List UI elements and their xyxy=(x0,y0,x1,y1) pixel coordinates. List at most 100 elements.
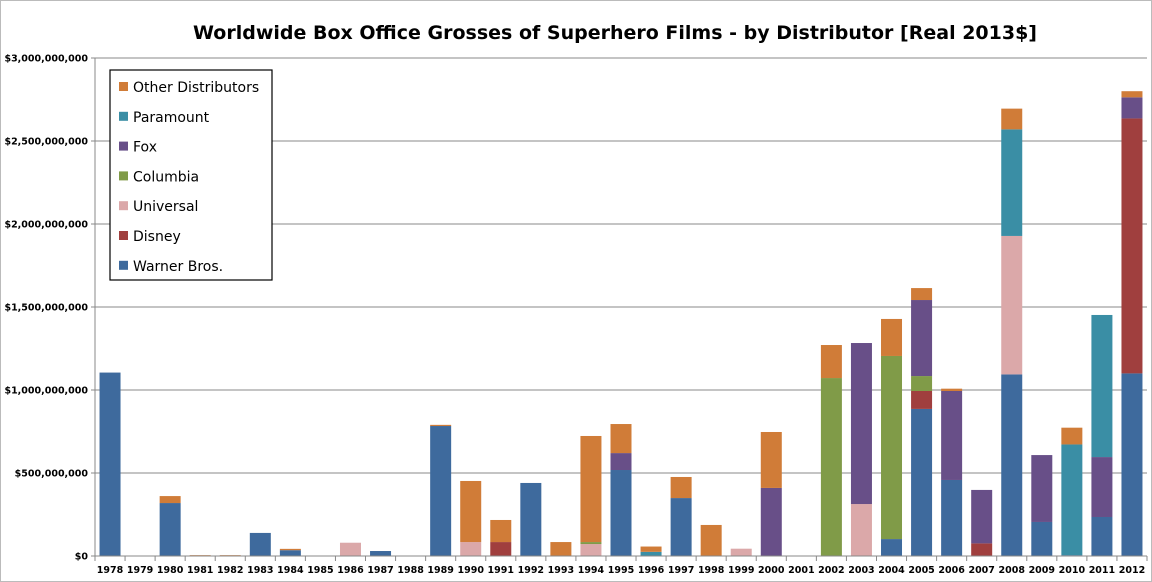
bar-universal-2008 xyxy=(1001,235,1023,375)
legend-label: Warner Bros. xyxy=(133,259,223,275)
bar-other-distributors-1980 xyxy=(159,496,181,504)
x-tick-label: 2000 xyxy=(758,565,785,576)
y-tick-label: $2,000,000,000 xyxy=(4,220,88,231)
bar-other-distributors-1995 xyxy=(610,424,632,454)
bar-other-distributors-2005 xyxy=(911,288,933,301)
x-tick-label: 2002 xyxy=(818,565,844,576)
legend: Other Distributors Paramount Fox Columbia Un… xyxy=(109,69,273,281)
x-tick-label: 1998 xyxy=(698,565,725,576)
bar-paramount-2011 xyxy=(1091,314,1113,458)
chart-title: Worldwide Box Office Grosses of Superher… xyxy=(193,22,1037,44)
bar-warner-bros-1984 xyxy=(279,550,301,556)
x-tick-label: 1979 xyxy=(127,565,153,576)
bar-other-distributors-2006 xyxy=(941,388,963,391)
x-tick-label: 1981 xyxy=(187,565,213,576)
bar-other-distributors-2008 xyxy=(1001,108,1023,130)
x-tick-label: 2009 xyxy=(1029,565,1055,576)
y-tick-label: $3,000,000,000 xyxy=(4,54,88,65)
bar-paramount-1996 xyxy=(640,551,662,556)
x-tick-label: 1988 xyxy=(397,565,424,576)
bar-other-distributors-1993 xyxy=(550,542,572,556)
bar-universal-1994 xyxy=(580,544,602,556)
x-tick-label: 1997 xyxy=(668,565,694,576)
x-tick-label: 1983 xyxy=(247,565,273,576)
bar-other-distributors-2010 xyxy=(1061,427,1083,445)
x-tick-label: 1991 xyxy=(488,565,514,576)
bar-warner-bros-1997 xyxy=(670,498,692,556)
x-tick-label: 1978 xyxy=(97,565,124,576)
bar-other-distributors-1994 xyxy=(580,435,602,543)
x-tick-label: 2010 xyxy=(1059,565,1086,576)
legend-label: Universal xyxy=(133,199,198,215)
bar-disney-2005 xyxy=(911,390,933,409)
bar-fox-2003 xyxy=(850,343,872,505)
legend-label: Fox xyxy=(133,140,157,156)
bar-paramount-2010 xyxy=(1061,444,1083,556)
legend-swatch xyxy=(119,260,128,270)
x-tick-label: 1980 xyxy=(157,565,184,576)
bar-universal-1999 xyxy=(730,548,752,556)
x-tick-label: 1996 xyxy=(638,565,665,576)
x-tick-label: 1982 xyxy=(217,565,243,576)
bar-other-distributors-2004 xyxy=(881,318,903,356)
bar-paramount-2008 xyxy=(1001,129,1023,236)
bar-universal-1986 xyxy=(339,542,361,556)
bar-universal-1990 xyxy=(460,542,482,556)
x-tick-label: 1993 xyxy=(548,565,574,576)
y-tick-label: $1,000,000,000 xyxy=(4,386,88,397)
legend-label: Disney xyxy=(133,229,181,245)
y-tick-label: $1,500,000,000 xyxy=(4,303,88,314)
x-tick-label: 2011 xyxy=(1089,565,1115,576)
x-tick-label: 2012 xyxy=(1119,565,1145,576)
legend-swatch xyxy=(119,231,128,240)
y-tick-label: $0 xyxy=(75,552,89,563)
bar-other-distributors-1990 xyxy=(460,480,482,543)
bar-other-distributors-1991 xyxy=(490,519,512,543)
x-tick-label: 1986 xyxy=(337,565,364,576)
x-tick-label: 2007 xyxy=(968,565,994,576)
bar-warner-bros-2008 xyxy=(1001,374,1023,556)
bar-warner-bros-2009 xyxy=(1031,521,1053,556)
legend-swatch xyxy=(119,82,128,91)
bar-warner-bros-1987 xyxy=(370,551,392,556)
bar-other-distributors-2002 xyxy=(820,345,842,379)
bar-warner-bros-1995 xyxy=(610,470,632,556)
bar-columbia-2004 xyxy=(881,355,903,540)
bar-warner-bros-1989 xyxy=(430,426,452,556)
bar-other-distributors-2000 xyxy=(760,431,782,488)
bar-warner-bros-1992 xyxy=(520,482,542,556)
bar-fox-2007 xyxy=(971,489,993,544)
x-tick-label: 2001 xyxy=(788,565,814,576)
x-tick-label: 1992 xyxy=(518,565,544,576)
bar-other-distributors-1996 xyxy=(640,546,662,552)
x-tick-label: 2003 xyxy=(848,565,874,576)
x-tick-label: 2004 xyxy=(878,565,905,576)
x-tick-label: 2006 xyxy=(938,565,965,576)
bar-other-distributors-1984 xyxy=(279,548,301,551)
x-tick-label: 2008 xyxy=(999,565,1026,576)
x-tick-label: 1984 xyxy=(277,565,304,576)
bar-warner-bros-1978 xyxy=(99,372,121,556)
bar-columbia-2002 xyxy=(820,378,842,556)
bar-warner-bros-2004 xyxy=(881,539,903,556)
bar-warner-bros-1983 xyxy=(249,532,271,556)
bar-warner-bros-1980 xyxy=(159,503,181,556)
bar-disney-2007 xyxy=(971,543,993,556)
y-tick-label: $500,000,000 xyxy=(15,469,89,480)
x-tick-label: 1994 xyxy=(578,565,605,576)
x-tick-label: 2005 xyxy=(908,565,934,576)
bar-universal-2003 xyxy=(850,504,872,556)
legend-swatch xyxy=(119,111,128,121)
bar-fox-2006 xyxy=(941,390,963,480)
x-tick-label: 1999 xyxy=(728,565,754,576)
bar-other-distributors-1997 xyxy=(670,476,692,499)
bar-disney-2012 xyxy=(1121,118,1143,374)
bar-other-distributors-1998 xyxy=(700,524,722,556)
bar-warner-bros-2005 xyxy=(911,408,933,556)
legend-box xyxy=(109,69,273,281)
bar-columbia-1994 xyxy=(580,542,602,545)
legend-label: Columbia xyxy=(133,169,199,185)
x-tick-label: 1987 xyxy=(367,565,393,576)
legend-swatch xyxy=(119,201,128,211)
